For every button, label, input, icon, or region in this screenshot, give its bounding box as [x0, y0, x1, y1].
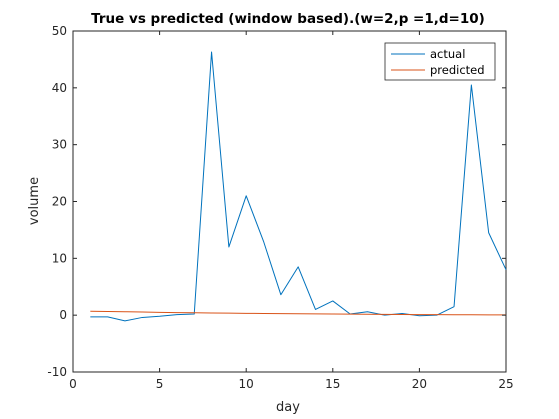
- series-layer: [90, 51, 507, 322]
- plot-frame: [72, 30, 507, 373]
- series-line-predicted: [90, 310, 507, 316]
- y-tick-label: 40: [52, 81, 67, 95]
- x-tick-label: 15: [325, 377, 340, 391]
- legend: actual predicted: [384, 42, 496, 81]
- y-axis-ticks: -10 0 10 20 30 40 50: [47, 24, 506, 379]
- y-tick-label: 50: [52, 24, 67, 38]
- x-tick-label: 25: [498, 377, 513, 391]
- y-axis-label: volume: [27, 177, 42, 225]
- y-tick-label: 20: [52, 195, 67, 209]
- x-tick-label: 0: [69, 377, 77, 391]
- x-tick-label: 10: [239, 377, 254, 391]
- y-tick-label: 10: [52, 251, 67, 265]
- legend-label-predicted: predicted: [430, 63, 485, 77]
- legend-box: [384, 42, 496, 81]
- x-axis-ticks: 0 5 10 15 20 25: [69, 31, 514, 391]
- y-tick-label: 0: [59, 308, 67, 322]
- y-tick-label: -10: [47, 365, 67, 379]
- legend-label-actual: actual: [430, 47, 465, 61]
- chart-title: True vs predicted (window based).(w=2,p …: [91, 11, 485, 27]
- x-tick-label: 5: [156, 377, 164, 391]
- series-line-actual: [90, 51, 507, 322]
- x-tick-label: 20: [412, 377, 427, 391]
- x-axis-label: day: [276, 400, 300, 415]
- y-tick-label: 30: [52, 138, 67, 152]
